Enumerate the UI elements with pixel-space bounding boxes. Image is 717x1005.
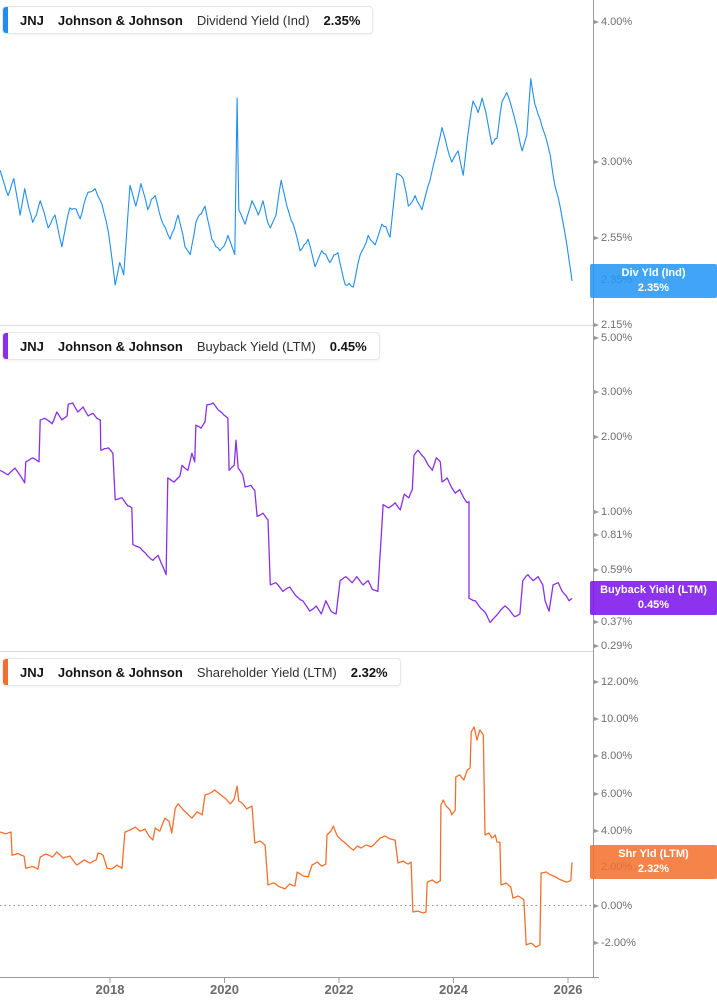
y-tick-label: 0.29% — [601, 640, 633, 652]
y-axis-tick — [593, 159, 599, 165]
ticker-symbol: JNJ — [20, 664, 44, 680]
last-value-flag-dividend-yield: Div Yld (Ind) 2.35% — [590, 264, 717, 298]
company-name: Johnson & Johnson — [57, 12, 183, 28]
y-axis-tick — [593, 643, 599, 649]
series-color-bar — [3, 333, 8, 359]
y-axis-tick — [593, 567, 599, 573]
y-axis-tick — [593, 828, 599, 834]
last-value-flag-shareholder-yield: Shr Yld (LTM) 2.32% — [590, 845, 717, 879]
y-tick-label: 4.00% — [601, 16, 633, 28]
y-axis-tick — [593, 235, 599, 241]
dividend-yield-line — [0, 78, 573, 288]
y-tick-label: 0.37% — [601, 616, 633, 628]
y-axis-tick — [593, 619, 599, 625]
y-axis-tick — [593, 791, 599, 797]
y-axis-tick — [593, 389, 599, 395]
flag-metric-label: Buyback Yield (LTM) — [600, 584, 707, 596]
series-color-bar — [3, 659, 8, 685]
metric-value: 2.35% — [323, 12, 361, 28]
metric-name: Dividend Yield (Ind) — [196, 12, 310, 28]
y-tick-label: 2.00% — [601, 431, 633, 443]
y-axis-tick — [593, 335, 599, 341]
x-tick-label: 2020 — [210, 982, 239, 997]
y-axis-tick — [593, 940, 599, 946]
y-axis-tick — [593, 679, 599, 685]
series-legend-buyback-yield[interactable]: JNJ Johnson & Johnson Buyback Yield (LTM… — [2, 332, 380, 360]
metric-name: Buyback Yield (LTM) — [196, 338, 316, 354]
ticker-symbol: JNJ — [20, 12, 44, 28]
y-tick-label: -2.00% — [601, 937, 636, 949]
y-axis-tick — [593, 532, 599, 538]
y-axis-tick — [593, 753, 599, 759]
metric-value: 2.32% — [350, 664, 388, 680]
y-tick-label: 2.55% — [601, 232, 633, 244]
y-tick-label: 2.15% — [601, 319, 633, 331]
x-tick-label: 2024 — [439, 982, 468, 997]
flag-value: 2.32% — [637, 863, 670, 875]
y-tick-label: 1.00% — [601, 506, 633, 518]
last-value-flag-buyback-yield: Buyback Yield (LTM) 0.45% — [590, 581, 717, 615]
y-tick-label: 0.00% — [601, 900, 633, 912]
y-axis-tick — [593, 434, 599, 440]
y-axis-tick — [593, 322, 599, 328]
y-tick-label: 8.00% — [601, 750, 633, 762]
y-axis-tick — [593, 19, 599, 25]
y-axis-tick — [593, 509, 599, 515]
y-tick-label: 0.81% — [601, 529, 633, 541]
company-name: Johnson & Johnson — [57, 664, 183, 680]
y-tick-label: 10.00% — [601, 713, 639, 725]
y-axis-tick — [593, 903, 599, 909]
y-tick-label: 6.00% — [601, 788, 633, 800]
flag-value: 0.45% — [637, 599, 670, 611]
y-tick-label: 12.00% — [601, 676, 639, 688]
x-tick-label: 2026 — [553, 982, 583, 997]
y-tick-label: 4.00% — [601, 825, 633, 837]
shareholder-yield-line — [0, 726, 573, 948]
chart-plot-area[interactable] — [0, 0, 600, 1005]
y-tick-label: 5.00% — [601, 332, 633, 344]
x-tick-label: 2018 — [95, 982, 125, 997]
metric-value: 0.45% — [329, 338, 367, 354]
series-legend-shareholder-yield[interactable]: JNJ Johnson & Johnson Shareholder Yield … — [2, 658, 401, 686]
series-legend-dividend-yield[interactable]: JNJ Johnson & Johnson Dividend Yield (In… — [2, 6, 374, 34]
y-axis-tick — [593, 716, 599, 722]
buyback-yield-line — [0, 402, 573, 624]
flag-metric-label: Div Yld (Ind) — [621, 267, 686, 279]
metric-name: Shareholder Yield (LTM) — [196, 664, 337, 680]
company-name: Johnson & Johnson — [57, 338, 183, 354]
ticker-symbol: JNJ — [20, 338, 44, 354]
flag-value: 2.35% — [637, 282, 670, 294]
y-tick-label: 3.00% — [601, 386, 633, 398]
y-tick-label: 3.00% — [601, 156, 633, 168]
y-tick-label: 0.59% — [601, 564, 633, 576]
series-color-bar — [3, 7, 8, 33]
flag-metric-label: Shr Yld (LTM) — [618, 848, 689, 860]
x-tick-label: 2022 — [324, 982, 354, 997]
